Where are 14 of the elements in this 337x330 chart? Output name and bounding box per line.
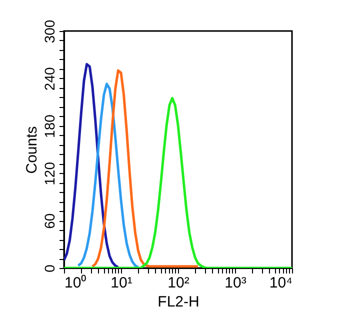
- line-series: [91, 69, 200, 268]
- x-tick-label: 10²: [168, 274, 190, 292]
- y-tick-label: 240: [42, 67, 58, 91]
- y-tick-label: 0: [42, 264, 58, 272]
- y-tick-label: 120: [42, 162, 58, 186]
- y-tick-label: 180: [42, 114, 58, 138]
- x-tick-label: 10⁰: [64, 274, 86, 292]
- y-axis-title: Counts: [24, 126, 40, 174]
- x-tick-label: 10⁴: [269, 274, 292, 292]
- x-axis-title: FL2-H: [158, 294, 200, 310]
- y-tick-label: 60: [42, 213, 58, 229]
- y-tick-label: 300: [42, 20, 58, 44]
- x-tick-label: 10³: [224, 274, 246, 292]
- x-tick-label: 10¹: [110, 274, 132, 292]
